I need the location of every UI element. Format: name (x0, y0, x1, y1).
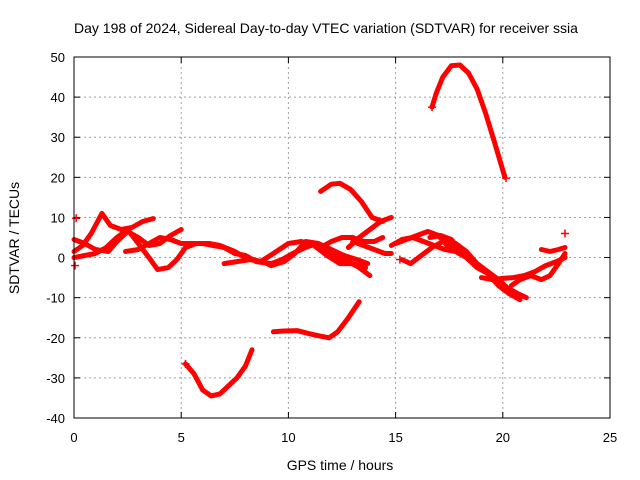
series-arc-o (538, 245, 568, 254)
y-tick-label: -10 (46, 291, 65, 306)
plot-frame (73, 56, 611, 419)
y-axis-label: SDTVAR / TECUs (6, 182, 22, 294)
y-tick-label: 0 (58, 251, 65, 266)
plus-marker (71, 261, 80, 270)
y-tick-label: 30 (51, 130, 65, 145)
chart-title: Day 198 of 2024, Sidereal Day-to-day VTE… (74, 20, 578, 36)
series-arc-plus18 (318, 180, 386, 224)
series-arc-k (388, 235, 523, 303)
series-arc-e (221, 239, 371, 269)
series-arc-low-dip (183, 347, 255, 399)
series-arc-h (350, 239, 394, 256)
y-tick-label: 20 (51, 170, 65, 185)
plus-marker (395, 255, 404, 264)
plus-marker (428, 103, 437, 112)
data-series (71, 62, 568, 399)
series-arc-f (318, 235, 386, 250)
x-tick-label: 15 (388, 430, 402, 445)
series-arc-d (123, 235, 373, 279)
series-arc-b (71, 210, 156, 254)
plus-marker (181, 359, 190, 368)
y-tick-label: -40 (46, 411, 65, 426)
x-tick-labels: 0 5 10 15 20 25 (70, 430, 617, 445)
y-tick-label: -20 (46, 331, 65, 346)
y-tick-label: 40 (51, 90, 65, 105)
y-tick-label: 50 (51, 50, 65, 65)
x-tick-label: 5 (178, 430, 185, 445)
stray-markers (71, 103, 569, 368)
x-tick-label: 25 (603, 430, 617, 445)
x-tick-label: 0 (70, 430, 77, 445)
series-arc-high-peak (429, 62, 508, 180)
y-tick-label: -30 (46, 371, 65, 386)
x-tick-label: 20 (496, 430, 510, 445)
series-arc-minus20 (270, 299, 362, 341)
series-arc-j (399, 239, 529, 301)
plus-marker (72, 214, 81, 223)
x-tick-label: 10 (281, 430, 295, 445)
y-tick-label: 10 (51, 210, 65, 225)
plus-marker (502, 174, 511, 183)
series-arc-l (427, 233, 480, 271)
plus-marker (560, 229, 569, 238)
x-axis-label: GPS time / hours (287, 457, 394, 473)
series-arc-n (508, 251, 568, 289)
y-tick-labels: -40 -30 -20 -10 0 10 20 30 40 50 (46, 50, 65, 426)
